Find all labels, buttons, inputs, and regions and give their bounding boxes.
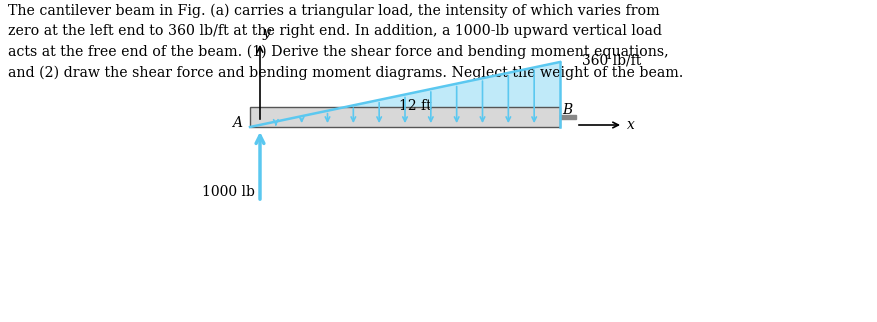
Text: A: A — [232, 116, 242, 130]
Polygon shape — [560, 115, 575, 119]
Text: 12 ft: 12 ft — [398, 99, 431, 113]
Polygon shape — [250, 107, 560, 127]
Text: B: B — [561, 103, 572, 117]
Text: x: x — [626, 118, 634, 132]
Polygon shape — [250, 62, 560, 127]
Text: y: y — [263, 26, 271, 40]
Text: The cantilever beam in Fig. (a) carries a triangular load, the intensity of whic: The cantilever beam in Fig. (a) carries … — [8, 4, 682, 80]
Text: 1000 lb: 1000 lb — [202, 185, 254, 199]
Text: 360 lb/ft: 360 lb/ft — [581, 53, 640, 67]
